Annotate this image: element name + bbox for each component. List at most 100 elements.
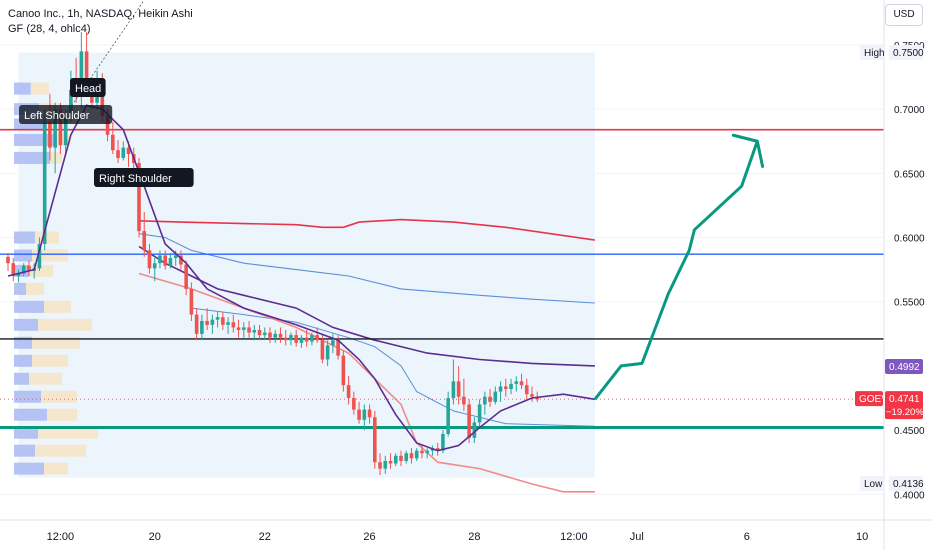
candle-body [278,333,283,338]
candle-body [504,386,508,390]
candle-body [200,320,204,334]
volume-profile-bar [26,282,44,295]
projection-path [593,140,759,401]
candle-body [362,409,367,420]
high-value: 0.7500 [893,48,924,59]
candle-body [393,455,398,464]
pattern-label-left-shoulder: Left Shoulder [24,110,90,122]
time-tick-label: 12:00 [560,531,588,543]
candle-body [268,332,272,338]
value-area [18,52,595,478]
candle-body [147,250,152,269]
pattern-label-bg [19,105,113,124]
candle-body [205,320,209,325]
candle-body [16,273,21,277]
high-label: High [864,48,885,59]
volume-profile-bar [14,318,38,331]
volume-profile-bar [14,426,38,439]
volume-profile-bar [14,231,35,244]
volume-profile-bar [47,408,77,421]
candle-body [126,147,131,155]
candle-body [310,335,314,342]
candle-body [111,134,115,151]
last-price-value: 0.4741 [889,394,920,405]
volume-profile-bar [14,282,26,295]
candle-body [378,462,382,469]
candle-body [252,329,257,333]
candle-body [530,394,534,397]
trend-line [60,0,145,123]
candle-body [210,319,215,325]
high-label-bg [860,45,884,60]
currency-button[interactable]: USD [885,4,923,26]
candle-body [331,340,335,346]
candle-body [168,258,173,266]
time-tick-label: 12:00 [47,531,75,543]
price-tick-label: 0.6500 [894,169,925,180]
candle-body [221,317,225,325]
candle-body [477,404,482,423]
time-tick-label: 26 [363,531,375,543]
candle-body [341,355,346,386]
candle-body [247,327,251,333]
candle-body [257,329,262,336]
ticker-badge: GOEV [859,394,888,405]
low-label-bg [860,476,884,491]
candle-body [48,121,52,148]
purple-value-badge-bg [885,358,923,374]
volume-profile-bar [14,336,32,349]
candle-body [69,89,73,116]
candle-body [100,80,105,116]
candle-body [519,381,524,386]
volume-profile-bar [14,390,41,403]
volume-profile-bar [14,300,44,313]
last-price-bg [885,391,923,420]
candle-body [483,396,487,405]
price-tick-label: 0.4500 [894,426,925,437]
candle-body [262,332,267,336]
candle-body [509,383,513,390]
candle-body [84,51,89,87]
candle-body [472,422,477,438]
change-percent: −19.20% [886,407,924,418]
volume-profile-bar [44,300,71,313]
candle-body [320,340,325,360]
candle-body [6,256,10,264]
candle-body [273,333,278,338]
candle-body [173,255,178,259]
time-tick-label: 6 [744,531,750,543]
high-value-bg [889,45,923,60]
volume-profile-bar [14,151,50,164]
volume-profile-bar [30,82,49,95]
candle-body [435,448,440,451]
candle-body [184,264,188,289]
volume-profile-bar [35,231,59,244]
candle-body [179,255,183,265]
candle-body [79,51,84,97]
ticker-badge-bg [855,391,883,407]
volume-profile-bar [35,444,86,457]
volume-profile-bar [14,372,29,385]
candle-body [514,381,519,384]
volume-profile-bar [32,336,80,349]
pattern-label-bg [94,168,194,187]
symbol-title: Canoo Inc., 1h, NASDAQ, Heikin Ashi [8,8,193,20]
candle-body [467,404,471,438]
price-tick-label: 0.7000 [894,105,925,116]
pattern-label-right-shoulder: Right Shoulder [99,173,172,185]
projection-arrowhead [731,133,765,168]
time-tick-label: 28 [468,531,480,543]
volume-profile-bar [44,462,68,475]
candle-body [158,255,162,264]
time-tick-label: 22 [259,531,271,543]
candle-body [236,327,241,330]
volume-profile-bar [14,462,44,475]
candle-body [420,450,424,454]
candle-body [116,150,120,158]
candle-body [231,322,236,328]
candle-body [367,409,372,418]
candle-body [493,391,498,402]
volume-profile-bar [14,408,47,421]
volume-profile-bar [14,249,32,262]
